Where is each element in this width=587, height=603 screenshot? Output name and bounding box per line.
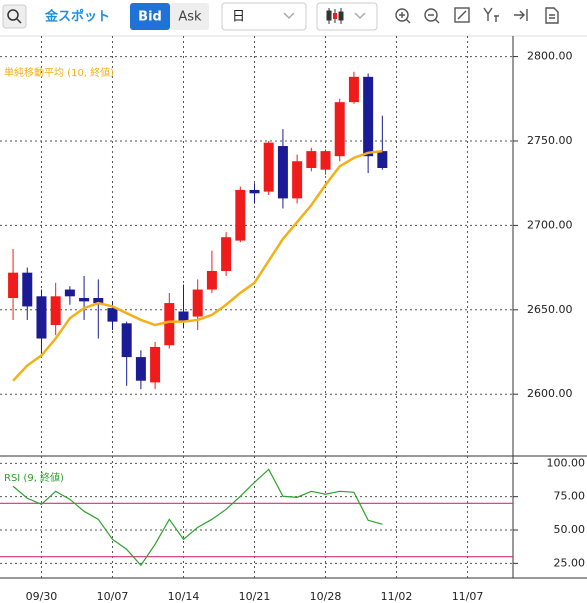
candle-body: [348, 76, 359, 103]
candle-body: [235, 189, 246, 241]
moving-average-line: [12, 149, 383, 382]
candle-body: [8, 272, 19, 298]
bid-button[interactable]: [130, 3, 170, 30]
search-icon: [16, 18, 22, 24]
toolbar: 金スポット Bid Ask 日: [0, 2, 587, 37]
y-scale-button[interactable]: [483, 7, 499, 22]
bid-label: Bid: [138, 10, 162, 25]
search-button[interactable]: [2, 4, 27, 29]
x-tick-label: 10/21: [239, 590, 271, 603]
y-tick-label: 50.00: [554, 523, 586, 536]
candle-body: [334, 102, 345, 157]
candle-body: [164, 303, 175, 346]
candle-body: [107, 308, 118, 322]
candle-body: [22, 272, 33, 307]
candle-body: [249, 189, 260, 194]
candle-icon: [326, 8, 344, 24]
candle-body: [79, 297, 90, 302]
candle-body: [192, 289, 203, 317]
zoom-out-button[interactable]: [424, 8, 440, 24]
y-tick-label: 2650.00: [527, 303, 573, 316]
y-tick-label: 2750.00: [527, 134, 573, 147]
candle-body: [221, 237, 232, 271]
candle-body: [36, 296, 47, 339]
candle-body: [292, 161, 303, 199]
fit-button[interactable]: [454, 7, 470, 23]
candle-body: [150, 346, 161, 383]
y-tick-label: 25.00: [554, 556, 586, 569]
rsi-line: [12, 468, 383, 567]
y-tick-label: 100.00: [547, 456, 586, 469]
dropdown-arrow: [354, 12, 366, 20]
ask-label: Ask: [178, 10, 202, 25]
ma-legend: 単純移動平均 (10, 終値): [4, 66, 114, 79]
y-tick-label: 2600.00: [527, 387, 573, 400]
instrument-name[interactable]: 金スポット: [44, 9, 110, 25]
candle-body: [320, 151, 331, 170]
report-button[interactable]: [545, 7, 559, 24]
x-tick-label: 10/07: [97, 590, 129, 603]
candle-body: [135, 357, 146, 381]
candle-body: [377, 151, 388, 168]
x-tick-label: 10/28: [310, 590, 342, 603]
chart-type-dropdown[interactable]: [316, 2, 378, 31]
dropdown-arrow: [283, 12, 295, 20]
zoom-in-button[interactable]: [395, 8, 411, 24]
y-tick-label: 75.00: [554, 490, 586, 503]
x-tick-label: 09/30: [26, 590, 58, 603]
candle-body: [178, 311, 189, 322]
candle-body: [93, 297, 104, 304]
period-label: 日: [232, 10, 245, 25]
rsi-legend: RSI (9, 終値): [4, 471, 64, 484]
candle-body: [121, 323, 132, 358]
candle-body: [363, 76, 374, 157]
y-tick-label: 2700.00: [527, 218, 573, 231]
x-tick-label: 11/02: [381, 590, 413, 603]
candle-body: [277, 146, 288, 199]
jump-latest-button[interactable]: [514, 9, 528, 21]
candle-body: [306, 151, 317, 168]
candle-body: [263, 142, 274, 192]
y-tick-label: 2800.00: [527, 50, 573, 63]
candle-body: [64, 289, 75, 297]
candle-body: [206, 270, 217, 290]
ask-button[interactable]: [170, 3, 209, 30]
x-tick-label: 11/07: [452, 590, 484, 603]
candle-body: [50, 296, 61, 326]
search-icon: [7, 9, 19, 21]
x-tick-label: 10/14: [168, 590, 200, 603]
period-dropdown[interactable]: [221, 2, 307, 31]
